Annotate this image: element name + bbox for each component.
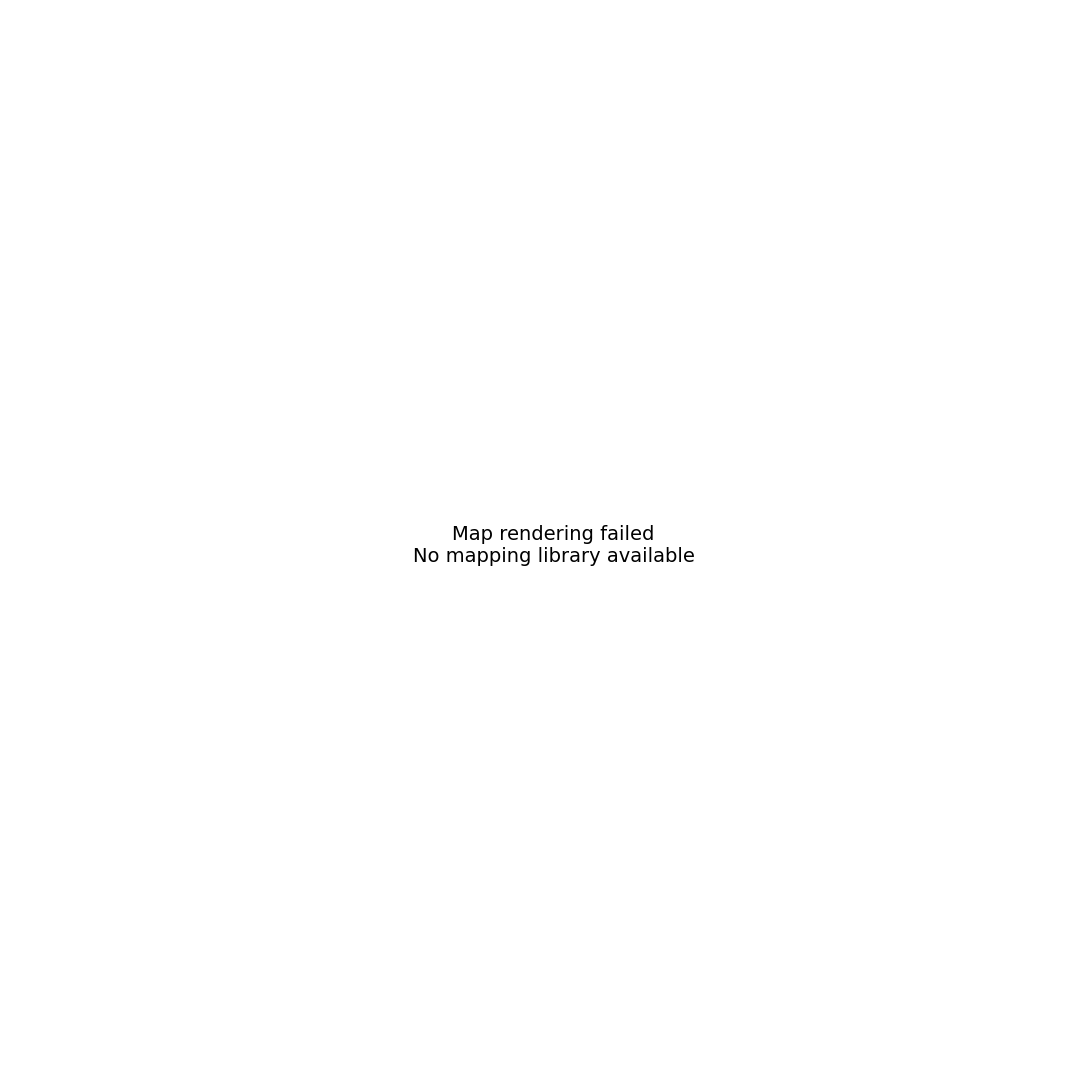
Text: Map rendering failed
No mapping library available: Map rendering failed No mapping library … xyxy=(413,525,694,566)
